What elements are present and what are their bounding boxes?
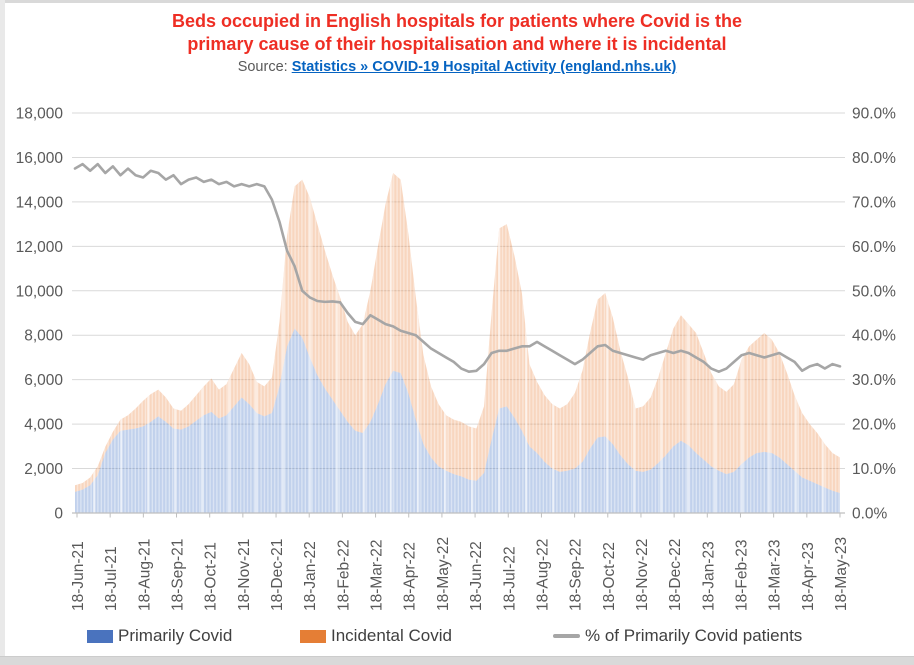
incidental-covid-swatch-icon [300, 629, 326, 643]
window-frame-left [0, 0, 5, 664]
svg-text:18-Feb-23: 18-Feb-23 [733, 539, 750, 611]
primarily-covid-swatch-icon [87, 629, 113, 643]
chart-legend: Primarily Covid Incidental Covid % of Pr… [0, 625, 914, 649]
svg-text:0: 0 [54, 506, 63, 523]
svg-text:16,000: 16,000 [16, 150, 64, 167]
source-link[interactable]: Statistics » COVID-19 Hospital Activity … [291, 59, 677, 75]
svg-text:18-Jan-23: 18-Jan-23 [700, 541, 717, 611]
svg-text:18-Jan-22: 18-Jan-22 [302, 541, 319, 611]
svg-text:18-Dec-22: 18-Dec-22 [667, 539, 684, 611]
svg-text:18-Aug-22: 18-Aug-22 [534, 539, 551, 611]
svg-text:18-Mar-22: 18-Mar-22 [369, 540, 386, 612]
source-prefix: Source: [237, 59, 292, 75]
percent-line-swatch-icon [553, 634, 580, 638]
svg-text:18-Nov-22: 18-Nov-22 [634, 539, 651, 611]
svg-text:18-Dec-21: 18-Dec-21 [269, 539, 286, 611]
svg-text:12,000: 12,000 [16, 239, 64, 256]
svg-text:70.0%: 70.0% [852, 194, 896, 211]
svg-text:18-Oct-21: 18-Oct-21 [203, 542, 220, 611]
window-frame-top [0, 0, 914, 3]
svg-text:30.0%: 30.0% [852, 372, 896, 389]
svg-text:90.0%: 90.0% [852, 106, 896, 123]
y-axis-left-labels: 18,000 16,000 14,000 12,000 10,000 8,000 6,000… [16, 106, 64, 523]
svg-text:8,000: 8,000 [24, 328, 63, 345]
percent-line [73, 162, 842, 373]
svg-text:18-Jun-22: 18-Jun-22 [468, 541, 485, 611]
chart-title-line2: primary cause of their hospitalisation a… [187, 34, 727, 54]
stacked-areas [75, 173, 840, 513]
svg-text:18-Mar-23: 18-Mar-23 [767, 540, 784, 612]
svg-text:14,000: 14,000 [16, 194, 64, 211]
svg-text:18-Oct-22: 18-Oct-22 [601, 542, 618, 611]
svg-text:18-Aug-21: 18-Aug-21 [136, 539, 153, 611]
svg-text:40.0%: 40.0% [852, 328, 896, 345]
svg-text:10,000: 10,000 [16, 283, 64, 300]
svg-text:20.0%: 20.0% [852, 417, 896, 434]
legend-label: Primarily Covid [118, 626, 233, 645]
svg-text:18-Jun-21: 18-Jun-21 [70, 541, 87, 611]
source-line: Source: Statistics » COVID-19 Hospital A… [40, 59, 874, 75]
legend-primarily-covid: Primarily Covid [87, 625, 232, 647]
chart-title-line1: Beds occupied in English hospitals for p… [171, 11, 743, 31]
x-axis-labels: 18-Jun-21 18-Jul-21 18-Aug-21 18-Sep-21 18-O… [70, 537, 850, 611]
y-axis-right-labels: 90.0% 80.0% 70.0% 60.0% 50.0% 40.0% 30.0% 20.0%… [852, 106, 896, 523]
legend-incidental-covid: Incidental Covid [300, 625, 452, 647]
svg-text:18,000: 18,000 [16, 106, 64, 123]
svg-text:6,000: 6,000 [24, 372, 63, 389]
x-axis-ticks [76, 513, 841, 518]
svg-text:18-Jul-22: 18-Jul-22 [501, 546, 518, 611]
svg-text:18-Nov-21: 18-Nov-21 [236, 539, 253, 611]
svg-text:18-Sep-21: 18-Sep-21 [170, 539, 187, 611]
svg-text:18-May-22: 18-May-22 [435, 537, 452, 611]
svg-text:4,000: 4,000 [24, 417, 63, 434]
svg-text:18-Apr-22: 18-Apr-22 [402, 542, 419, 611]
svg-text:2,000: 2,000 [24, 461, 63, 478]
svg-text:18-Jul-21: 18-Jul-21 [103, 546, 120, 611]
svg-text:10.0%: 10.0% [852, 461, 896, 478]
svg-text:18-Feb-22: 18-Feb-22 [335, 539, 352, 611]
legend-label: % of Primarily Covid patients [585, 626, 803, 645]
window-frame-bottom [0, 656, 914, 665]
svg-text:60.0%: 60.0% [852, 239, 896, 256]
legend-percent-line: % of Primarily Covid patients [553, 625, 802, 647]
svg-text:18-Apr-23: 18-Apr-23 [800, 542, 817, 611]
svg-text:0.0%: 0.0% [852, 506, 888, 523]
svg-text:80.0%: 80.0% [852, 150, 896, 167]
svg-text:50.0%: 50.0% [852, 283, 896, 300]
svg-text:18-Sep-22: 18-Sep-22 [568, 539, 585, 611]
title-block: Beds occupied in English hospitals for p… [40, 10, 874, 75]
svg-text:18-May-23: 18-May-23 [833, 537, 850, 611]
legend-label: Incidental Covid [331, 626, 452, 645]
